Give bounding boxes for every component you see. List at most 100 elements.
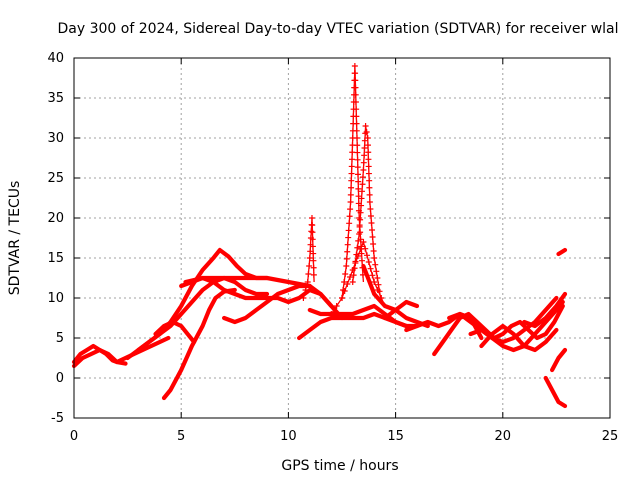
tick-layer: 0 5 10 15 20 25 -5 0 5 10 15 20 25 30 35 40 [47,51,618,444]
series-line [479,323,559,353]
data-point [305,271,312,277]
data-point [348,163,355,170]
series-t21 [556,247,568,257]
data-point [370,248,377,254]
series-t2 [71,347,128,369]
data-point [355,185,362,192]
data-point [344,248,351,255]
data-point [375,281,382,288]
data-point [310,257,317,264]
x-axis-title: GPS time / hours [281,458,398,474]
series-t16 [447,299,565,353]
y-axis-title: SDTVAR / TECUs [7,181,23,296]
data-point [352,70,359,77]
grid-layer [74,58,610,418]
data-point [361,152,368,159]
series-t9 [183,275,345,321]
data-point [352,91,359,98]
data-point [360,167,367,173]
chart-title: Day 300 of 2024, Sidereal Day-to-day VTE… [57,21,618,37]
data-point [368,220,375,226]
data-point [366,191,373,198]
x-tick-label: 20 [495,429,512,444]
data-point [344,281,351,287]
series-line [543,375,568,409]
data-point [302,287,309,293]
data-point [308,228,315,235]
data-point [371,279,378,285]
y-tick-label: 35 [47,91,64,106]
data-point [343,255,350,262]
data-point [359,264,366,271]
data-point [367,265,374,272]
series-t11 [307,303,409,329]
series-t8 [222,283,312,325]
data-point [300,295,307,301]
series-line [382,299,420,321]
data-point [354,156,361,163]
series-line [222,283,312,325]
data-point [348,170,355,177]
y-tick-label: 25 [47,171,64,186]
x-tick-label: 15 [387,429,404,444]
series-line [432,303,565,357]
data-point [367,213,374,219]
data-point [364,142,371,149]
data-point [355,253,362,259]
data-point [348,184,355,191]
data-point [356,231,363,237]
data-point [359,271,366,278]
data-point [359,174,366,181]
data-point [354,164,361,171]
data-point [333,303,340,309]
data-point [355,178,362,185]
data-point [360,239,367,245]
series-layer [71,63,568,409]
y-tick-label: 40 [47,51,64,66]
y-tick-label: 0 [56,371,64,386]
data-point [364,252,371,259]
data-point [353,113,360,120]
series-line [183,275,345,321]
data-point [342,271,349,277]
data-point [357,216,364,223]
data-point [365,156,372,163]
series-t13 [382,299,420,321]
data-point [345,234,352,241]
series-line [71,347,128,369]
data-point [351,63,358,69]
data-point [365,170,372,177]
series-t5 [161,287,237,401]
data-point [309,229,316,236]
data-point [360,159,367,166]
series-line [136,275,270,353]
data-point [354,149,361,156]
data-point [349,149,356,156]
data-point [354,244,361,251]
data-point [374,287,381,293]
data-point [346,220,353,227]
data-point [362,123,369,129]
data-point [369,272,376,279]
data-point [361,145,368,151]
data-point [370,241,377,247]
data-point [371,255,378,261]
series-t17 [479,323,559,353]
data-point [339,295,345,301]
data-point [306,263,313,269]
data-point [357,209,364,216]
data-point [308,215,315,221]
y-tick-label: 5 [56,331,64,346]
series-spike3 [349,123,383,299]
data-point [354,142,361,149]
data-point [359,257,366,264]
series-line [468,295,559,345]
series-t4 [136,275,270,353]
data-point [349,267,356,273]
data-point [310,250,317,257]
x-tick-label: 25 [602,429,619,444]
data-point [365,163,372,170]
data-point [341,279,348,285]
data-point [353,120,360,127]
